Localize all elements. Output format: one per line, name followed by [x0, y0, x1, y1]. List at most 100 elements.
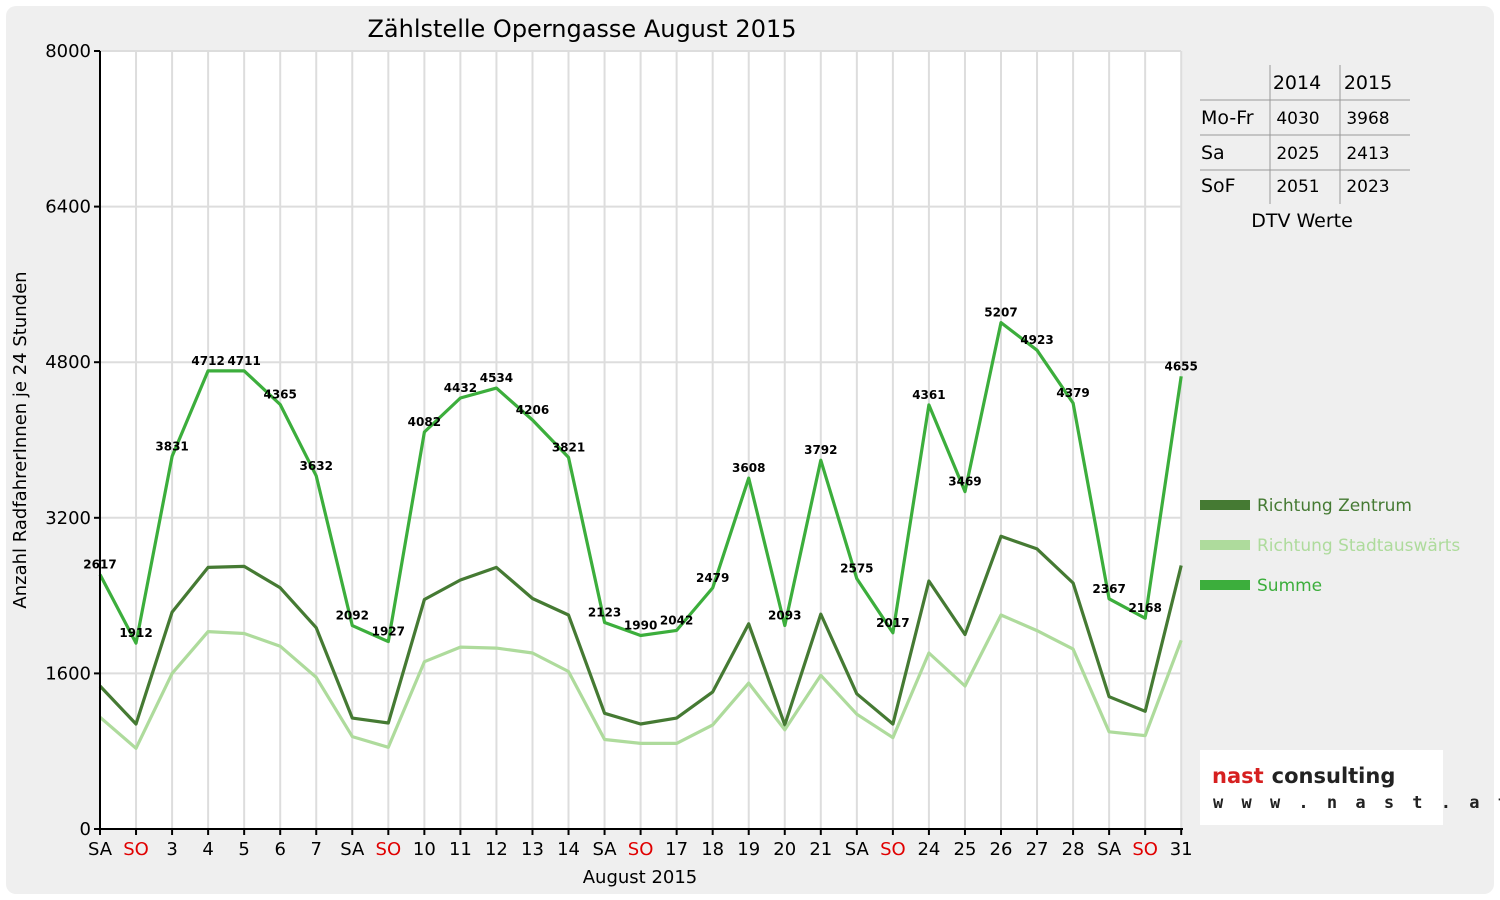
data-label: 2367 — [1092, 582, 1125, 596]
x-tick-label: SA — [88, 839, 113, 860]
table-row-label: Mo-Fr — [1201, 107, 1254, 129]
x-tick-label: 21 — [809, 839, 832, 860]
table-header: 2015 — [1344, 72, 1392, 94]
data-label: 1927 — [372, 625, 405, 639]
x-axis-ticks: SA SO 3 4 5 6 7 SA SO 10 11 12 13 14 SA SO 17 18 19 20 21 SA S… — [88, 829, 1193, 860]
dtv-table: 2014 2015 Mo-Fr 4030 3968 Sa 2025 2413 S… — [1200, 65, 1410, 232]
y-tick-label: 6400 — [45, 197, 91, 218]
data-label: 5207 — [984, 306, 1017, 320]
x-tick-label: 3 — [166, 839, 177, 860]
series-line-summe — [98, 321, 1183, 645]
table-row-label: Sa — [1201, 142, 1225, 164]
x-tick-label: SO — [880, 839, 906, 860]
x-tick-label: SO — [628, 839, 654, 860]
x-tick-label: 28 — [1062, 839, 1085, 860]
table-cell: 2023 — [1346, 177, 1389, 197]
y-axis-label: Anzahl RadfahrerInnen je 24 Stunden — [10, 271, 31, 608]
logo-suffix: consulting — [1272, 764, 1396, 788]
x-tick-label: 11 — [449, 839, 472, 860]
data-label: 2092 — [336, 609, 369, 623]
logo-brand: nast — [1212, 764, 1264, 788]
x-tick-label: 27 — [1026, 839, 1049, 860]
legend-label-richtung-zentrum: Richtung Zentrum — [1257, 496, 1412, 516]
x-tick-label: 17 — [665, 839, 688, 860]
legend-swatch-richtung-stadtausw-rts — [1200, 540, 1250, 550]
data-label: 4923 — [1020, 333, 1053, 347]
series-lines — [98, 321, 1183, 750]
x-tick-label: 5 — [238, 839, 249, 860]
data-label: 2168 — [1128, 601, 1161, 615]
x-tick-label: 25 — [954, 839, 977, 860]
y-tick-label: 0 — [80, 819, 91, 840]
table-caption: DTV Werte — [1251, 210, 1353, 232]
data-label: 3632 — [300, 459, 333, 473]
table-cell: 2413 — [1346, 144, 1389, 164]
data-label: 2123 — [588, 606, 621, 620]
table-cell: 2025 — [1276, 144, 1319, 164]
data-label: 2017 — [876, 616, 909, 630]
data-label: 4534 — [480, 371, 513, 385]
x-tick-label: 31 — [1170, 839, 1193, 860]
data-label: 4365 — [263, 388, 296, 402]
logo-text: nast consulting — [1212, 764, 1395, 788]
legend: Richtung Zentrum Richtung Stadtauswärts Su… — [1200, 496, 1460, 596]
data-label: 3792 — [804, 443, 837, 457]
logo-url: w w w . n a s t . a t — [1213, 793, 1500, 813]
data-label: 1990 — [624, 618, 657, 632]
series-line-richtung-zentrum — [98, 534, 1183, 727]
x-tick-label: SO — [1132, 839, 1158, 860]
y-axis-ticks: 0 1600 3200 4800 6400 8000 — [45, 41, 100, 840]
data-label: 4082 — [408, 415, 441, 429]
x-tick-label: 12 — [485, 839, 508, 860]
company-logo: nast consulting w w w . n a s t . a t — [1200, 750, 1500, 825]
legend-label-richtung-stadtausw-rts: Richtung Stadtauswärts — [1257, 536, 1460, 556]
table-header: 2014 — [1273, 72, 1321, 94]
y-tick-label: 4800 — [45, 352, 91, 373]
chart-title: Zählstelle Operngasse August 2015 — [367, 15, 796, 43]
data-label: 4711 — [227, 354, 260, 368]
x-tick-label: SO — [123, 839, 149, 860]
x-tick-label: SA — [845, 839, 870, 860]
x-tick-label: 24 — [917, 839, 940, 860]
x-tick-label: 10 — [413, 839, 436, 860]
data-label: 3821 — [552, 440, 585, 454]
x-tick-label: SA — [1097, 839, 1122, 860]
data-label: 4361 — [912, 388, 945, 402]
data-label: 3831 — [155, 439, 188, 453]
legend-swatch-summe — [1200, 580, 1250, 590]
data-label: 4655 — [1164, 359, 1197, 373]
x-tick-label: 20 — [773, 839, 796, 860]
data-label: 2479 — [696, 571, 729, 585]
data-label: 4206 — [516, 403, 549, 417]
table-cell: 4030 — [1276, 109, 1319, 129]
x-tick-label: 26 — [990, 839, 1013, 860]
x-tick-label: 18 — [701, 839, 724, 860]
series-line-richtung-stadtausw-rts — [98, 613, 1183, 750]
table-cell: 2051 — [1276, 177, 1319, 197]
table-row-label: SoF — [1201, 175, 1236, 197]
x-tick-label: 13 — [521, 839, 544, 860]
data-label: 2042 — [660, 613, 693, 627]
data-label: 4712 — [191, 354, 224, 368]
x-tick-label: SA — [340, 839, 365, 860]
x-tick-label: SA — [593, 839, 618, 860]
x-tick-label: SO — [376, 839, 402, 860]
data-label: 2575 — [840, 562, 873, 576]
data-label: 4432 — [444, 381, 477, 395]
data-label: 3608 — [732, 461, 765, 475]
table-cell: 3968 — [1346, 109, 1389, 129]
legend-swatch-richtung-zentrum — [1200, 500, 1250, 510]
x-tick-label: 7 — [311, 839, 322, 860]
logo-box — [1200, 750, 1443, 825]
y-tick-label: 8000 — [45, 41, 91, 62]
x-tick-label: 6 — [274, 839, 285, 860]
data-label: 4379 — [1056, 386, 1089, 400]
x-tick-label: 4 — [202, 839, 213, 860]
data-label: 1912 — [119, 626, 152, 640]
data-label: 3469 — [948, 475, 981, 489]
x-tick-label: 19 — [737, 839, 760, 860]
data-labels: 2617191238314712471143653632209219274082… — [83, 306, 1198, 640]
x-axis-label: August 2015 — [583, 867, 698, 888]
x-tick-label: 14 — [557, 839, 580, 860]
